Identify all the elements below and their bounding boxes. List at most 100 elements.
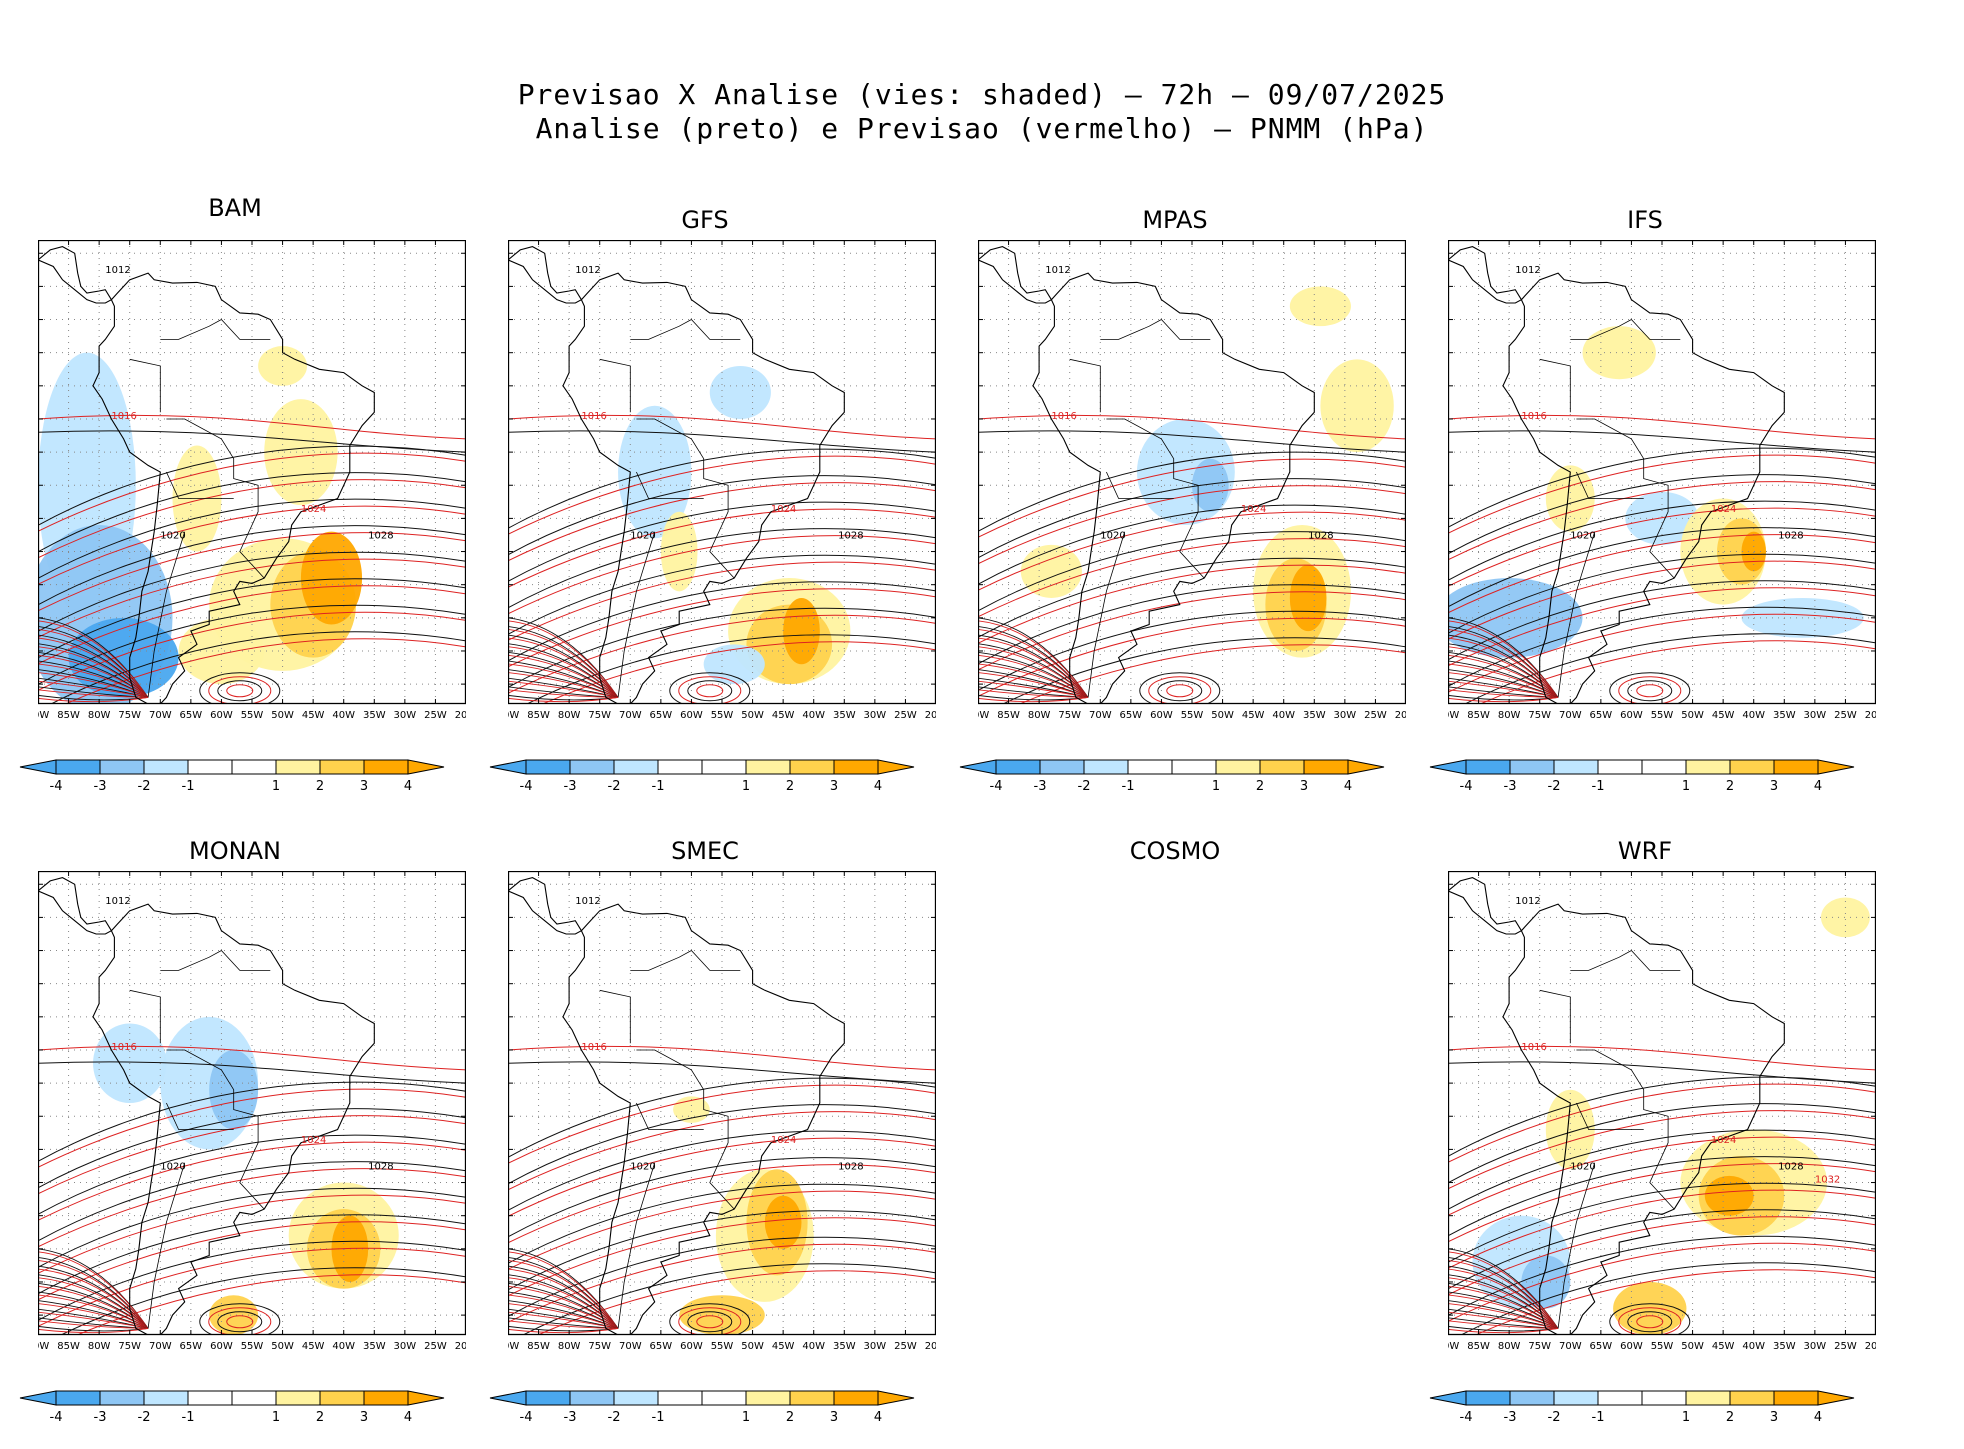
forecast-isobar	[38, 663, 149, 698]
forecast-isobar	[978, 628, 1089, 698]
colorbar-segment	[657, 759, 703, 775]
low-pressure-isobar	[678, 676, 742, 704]
forecast-isobar	[38, 558, 466, 638]
lon-label: 55W	[1651, 1341, 1674, 1352]
lon-label: 65W	[650, 1341, 673, 1352]
analysis-isobar	[508, 1104, 936, 1185]
map-svg: 1012101610201024102815N10N5NEQ5S10S15S20…	[508, 871, 936, 1352]
analysis-isobar	[38, 430, 466, 453]
colorbar-segment	[1597, 1390, 1643, 1406]
map-ifs: 1012101610201024102815N10N5NEQ5S10S15S20…	[1448, 240, 1876, 728]
contour-label: 1024	[301, 504, 326, 515]
lon-label: 90W	[38, 710, 49, 721]
central-america-coastline	[38, 246, 113, 304]
country-border	[1570, 949, 1681, 971]
analysis-isobar	[508, 1183, 936, 1264]
south-america-coastline	[1032, 272, 1315, 704]
lon-label: 70W	[149, 1341, 172, 1352]
forecast-isobar	[978, 564, 1406, 644]
country-border	[1106, 418, 1205, 579]
colorbar: -4 -3 -2 -1 1 2 3 4	[480, 754, 940, 814]
forecast-isobar	[508, 535, 936, 615]
map-svg: 1012101610201024102815N10N5NEQ5S10S15S20…	[1448, 240, 1876, 721]
country-border	[147, 531, 186, 698]
forecast-isobar	[1448, 1251, 1559, 1329]
lon-label: 85W	[527, 1341, 550, 1352]
lon-label: 20W	[1865, 710, 1876, 721]
bias-patch	[1582, 326, 1656, 380]
panel-title: SMEC	[671, 837, 739, 865]
lon-label: 20W	[455, 1341, 466, 1352]
panel-title: BAM	[208, 194, 262, 222]
analysis-isobar	[1448, 500, 1876, 581]
contour-label: 1012	[105, 896, 130, 907]
forecast-isobar	[978, 511, 1406, 591]
forecast-isobar	[978, 620, 1089, 698]
forecast-isobar	[38, 532, 466, 612]
colorbar-label: -3	[94, 779, 107, 794]
south-america-coastline	[1502, 272, 1785, 704]
colorbar-label: 2	[1726, 779, 1734, 794]
contour-label: 1020	[1100, 530, 1125, 541]
colorbar-label: -4	[50, 779, 63, 794]
forecast-isobar	[508, 508, 936, 588]
contour-label: 1028	[1778, 530, 1803, 541]
contour-label: 1012	[105, 265, 130, 276]
colorbar-label: -2	[608, 779, 621, 794]
colorbar-segment	[319, 1390, 365, 1406]
bias-patch	[1020, 544, 1082, 598]
low-pressure-isobar	[1627, 1311, 1673, 1333]
lon-label: 25W	[424, 710, 447, 721]
analysis-isobar	[508, 501, 936, 582]
colorbar-segment	[657, 1390, 703, 1406]
analysis-isobar	[978, 557, 1406, 638]
colorbar-segment	[745, 1390, 791, 1406]
forecast-isobar	[508, 1217, 936, 1297]
forecast-isobar	[38, 414, 466, 440]
contour-label: 1028	[368, 530, 393, 541]
colorbar-label: -1	[652, 779, 665, 794]
low-pressure-isobar	[226, 684, 254, 698]
forecast-isobar	[1448, 646, 1559, 698]
lon-label: 30W	[1804, 710, 1827, 721]
colorbar-label: -4	[1460, 1410, 1473, 1425]
colorbar-label: -2	[608, 1410, 621, 1425]
forecast-isobar	[38, 1251, 149, 1329]
lon-label: 20W	[1865, 1341, 1876, 1352]
colorbar-segment	[701, 1390, 747, 1406]
forecast-isobar	[38, 505, 466, 585]
forecast-isobar	[508, 1164, 936, 1244]
colorbar-label: 4	[874, 1410, 882, 1425]
analysis-isobar	[38, 1214, 466, 1295]
forecast-isobar	[1448, 1285, 1559, 1329]
bias-patch	[1289, 564, 1327, 632]
colorbar-label: 1	[742, 779, 750, 794]
lon-label: 80W	[1498, 710, 1521, 721]
low-pressure-isobar	[208, 1307, 272, 1335]
forecast-isobar	[1448, 1303, 1559, 1329]
country-border	[1069, 358, 1101, 413]
analysis-isobar	[1448, 1129, 1876, 1210]
contour-label: 1016	[1051, 411, 1076, 422]
contour-label: 1020	[630, 1161, 655, 1172]
contour-label: 1016	[1521, 411, 1546, 422]
colorbar-segment	[231, 1390, 277, 1406]
figure-title-line2: Analise (preto) e Previsao (vermelho) – …	[535, 112, 1429, 145]
forecast-isobar	[508, 646, 619, 698]
colorbar-segment	[99, 1390, 145, 1406]
contour-label: 1020	[160, 1161, 185, 1172]
bias-patch	[783, 597, 820, 665]
country-border	[1557, 1162, 1596, 1329]
colorbar-label: 2	[786, 779, 794, 794]
contour-label: 1012	[575, 265, 600, 276]
colorbar-segment	[275, 759, 321, 775]
lon-label: 75W	[1528, 1341, 1551, 1352]
forecast-isobar	[1448, 1189, 1876, 1269]
lon-label: 25W	[424, 1341, 447, 1352]
analysis-isobar	[508, 528, 936, 609]
panel-title: IFS	[1627, 206, 1663, 234]
lon-label: 90W	[508, 710, 519, 721]
analysis-isobar	[59, 1267, 466, 1335]
country-border	[166, 471, 234, 499]
forecast-isobar	[38, 1320, 149, 1329]
